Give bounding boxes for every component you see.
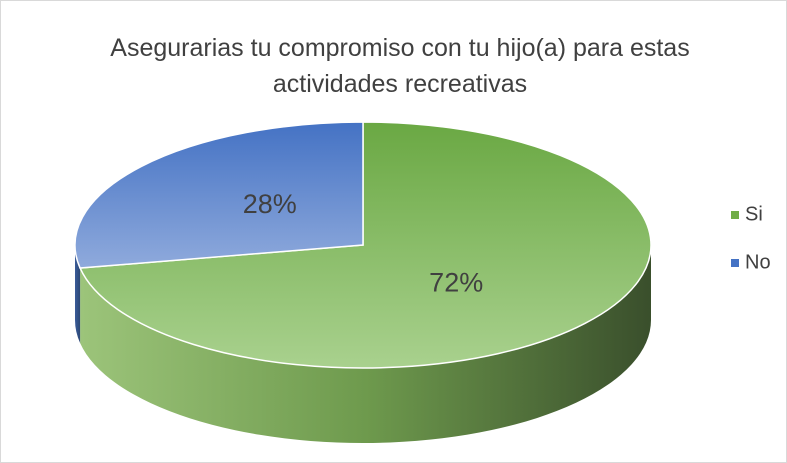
data-label: 72% — [429, 267, 483, 297]
slice-side — [75, 245, 81, 344]
legend-swatch — [731, 211, 739, 219]
legend-swatch — [731, 259, 739, 267]
chart-title: Asegurarias tu compromiso con tu hijo(a)… — [110, 34, 690, 98]
slice-side — [80, 245, 652, 444]
legend-label: No — [745, 251, 771, 273]
data-label: 28% — [243, 189, 297, 219]
slice — [74, 121, 364, 269]
slice — [78, 121, 652, 369]
legend-label: Si — [745, 203, 763, 225]
